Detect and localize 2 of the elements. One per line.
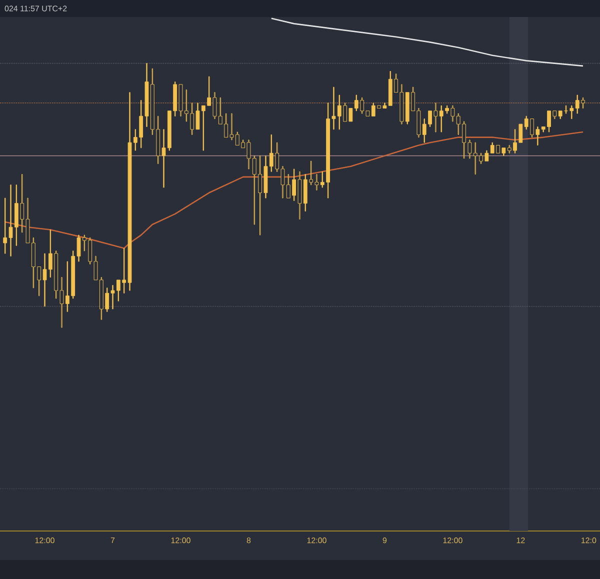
candlestick (570, 105, 574, 120)
candlestick (558, 110, 562, 120)
